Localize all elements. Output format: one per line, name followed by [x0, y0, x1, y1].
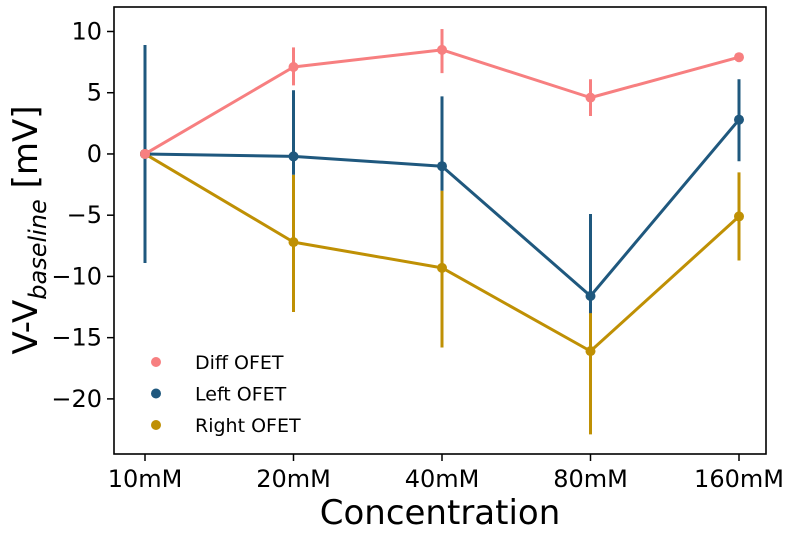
- legend-marker: [151, 357, 161, 367]
- legend-marker: [151, 388, 161, 399]
- data-point: [437, 161, 447, 172]
- x-tick-label: 160mM: [694, 465, 784, 493]
- x-axis: 10mM 20mM 40mM 80mM 160mM: [108, 454, 784, 493]
- y-tick-label: 5: [87, 79, 102, 107]
- y-tick-label: −10: [51, 262, 102, 290]
- series-layer: [140, 29, 744, 435]
- data-point: [585, 346, 596, 357]
- x-tick-label: 40mM: [405, 465, 480, 493]
- data-point: [734, 52, 744, 63]
- data-point: [437, 262, 447, 273]
- legend-label: Right OFET: [195, 415, 301, 437]
- series-line-group: [140, 44, 744, 159]
- legend-label: Diff OFET: [195, 352, 284, 374]
- x-axis-title: Concentration: [320, 493, 561, 533]
- data-point: [585, 92, 596, 103]
- x-tick-label: 10mM: [108, 465, 183, 493]
- data-point: [437, 44, 447, 55]
- plot-area-frame: [113, 6, 767, 455]
- x-tick-label: 20mM: [256, 465, 331, 493]
- y-axis-title-unit: [mV]: [6, 105, 46, 199]
- data-point: [140, 148, 150, 159]
- y-axis-title-subscript: baseline: [24, 199, 52, 300]
- y-axis: 10 5 0 −5 −10 −15 −20: [51, 17, 114, 413]
- data-point: [734, 114, 744, 125]
- y-axis-title: V-Vbaseline [mV]: [6, 105, 52, 354]
- y-tick-label: 10: [71, 17, 102, 45]
- legend-marker: [151, 420, 161, 430]
- legend: Diff OFET Left OFET Right OFET: [151, 352, 301, 437]
- data-point: [288, 237, 299, 248]
- y-axis-title-main: V-V: [6, 300, 46, 355]
- data-point: [288, 151, 299, 162]
- y-tick-label: −20: [51, 385, 102, 413]
- y-tick-label: 0: [87, 140, 102, 168]
- data-point: [288, 62, 299, 73]
- x-tick-label: 80mM: [553, 465, 628, 493]
- y-tick-label: −5: [67, 201, 102, 229]
- legend-label: Left OFET: [195, 384, 287, 406]
- y-tick-label: −15: [51, 324, 102, 352]
- data-point: [734, 211, 744, 222]
- data-point: [585, 291, 596, 302]
